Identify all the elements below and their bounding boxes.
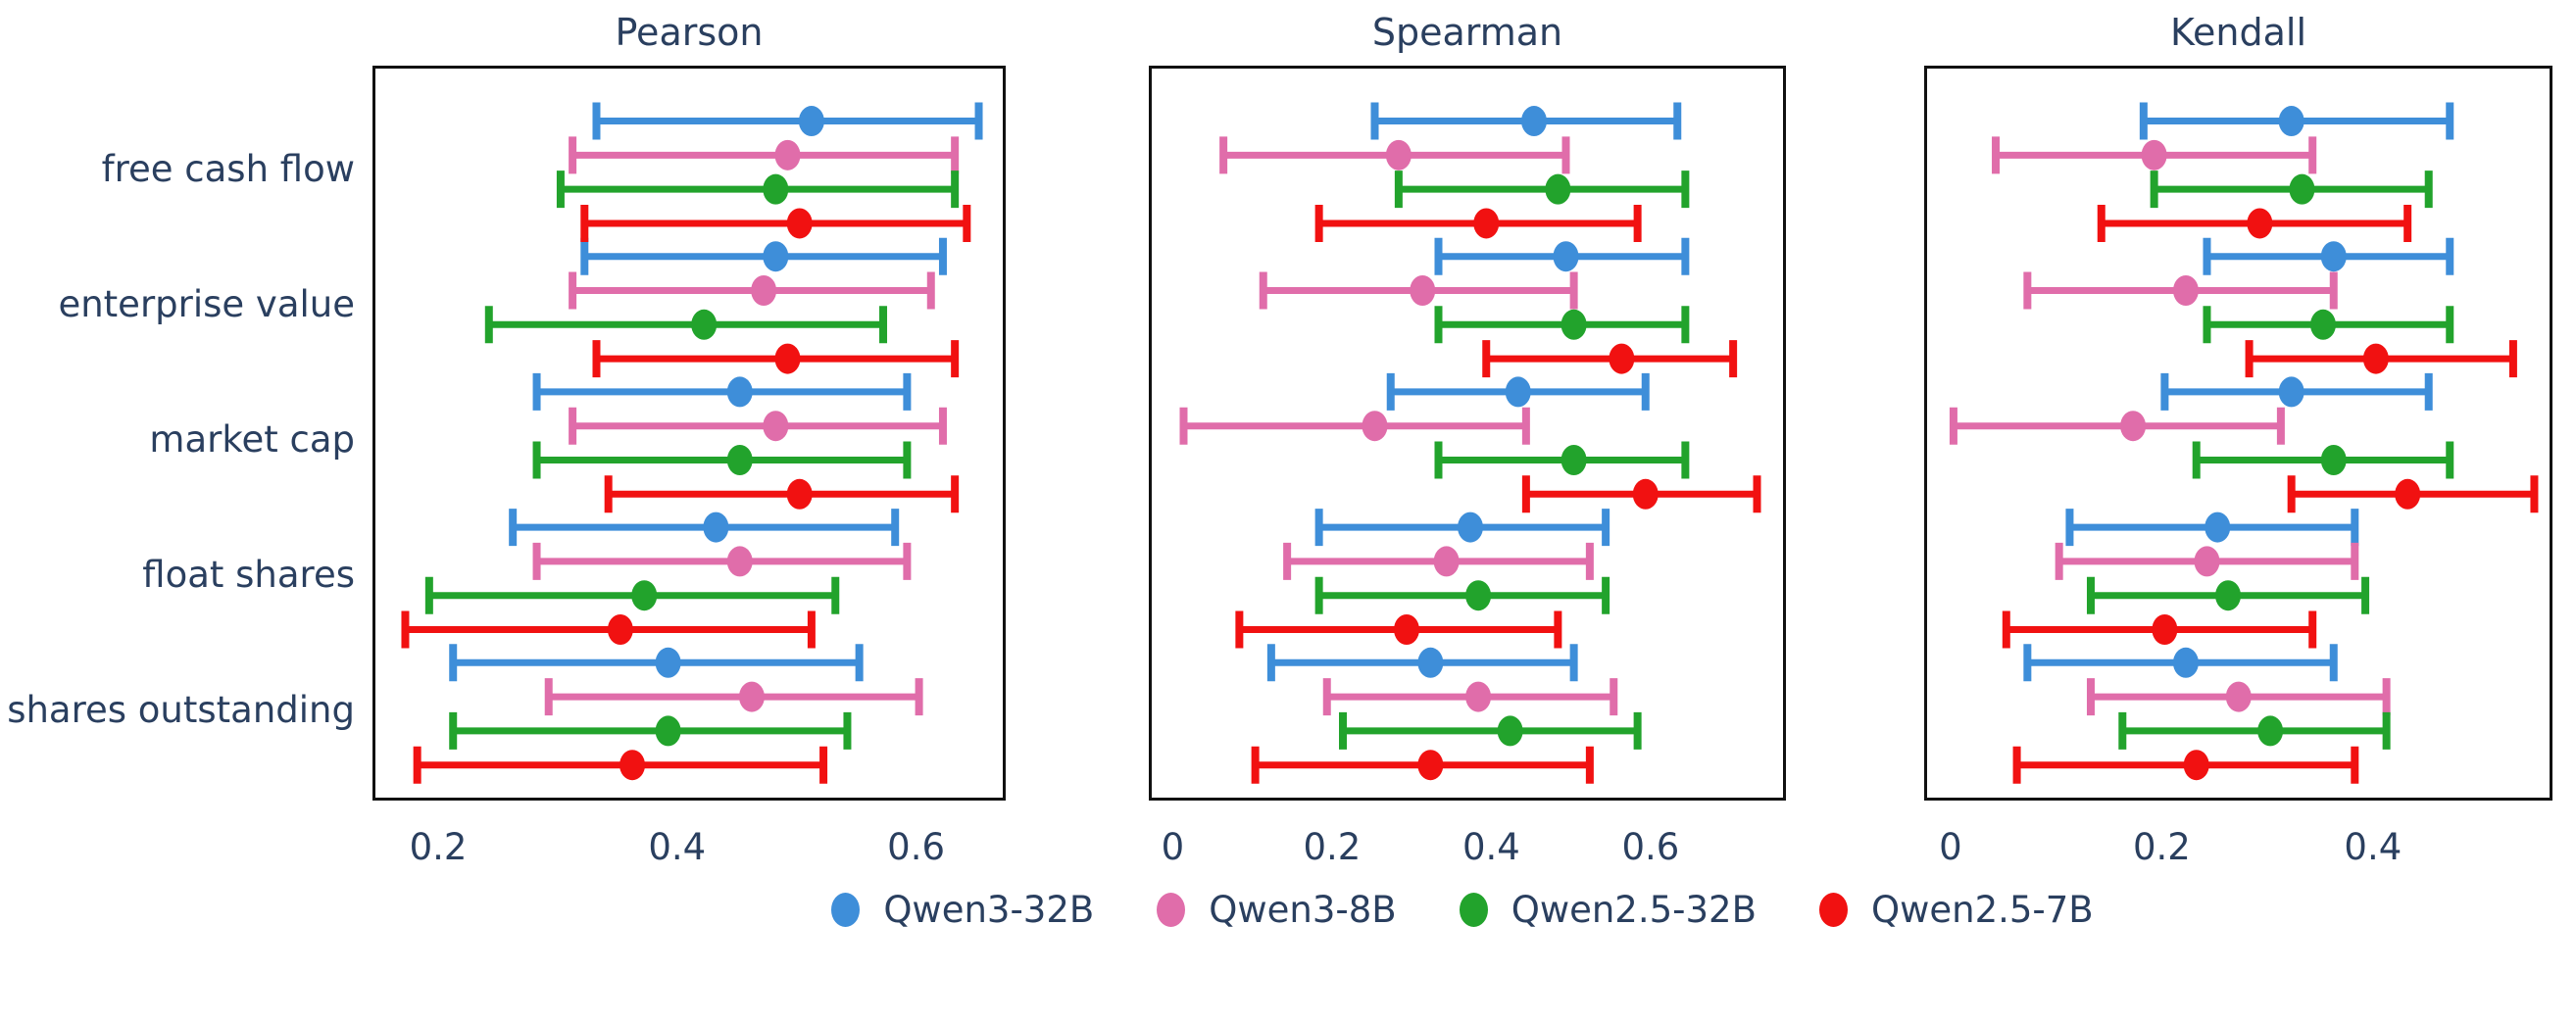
errorbar-kendall-qwen3-8b-enterprise-value <box>2023 271 2338 310</box>
errorbar-kendall-qwen3-8b-shares-outstanding <box>2086 678 2391 716</box>
errorbar-pearson-qwen3-32b-market-cap <box>532 372 912 411</box>
errorbar-kendall-qwen2-5-32b-market-cap <box>2192 441 2454 479</box>
errorbar-pearson-qwen2-5-32b-float-shares <box>424 576 840 614</box>
errorbar-kendall-qwen2-5-7b-free-cash-flow <box>2097 204 2412 242</box>
errorbar-pearson-qwen2-5-32b-enterprise-value <box>484 306 888 344</box>
category-label-float-shares: float shares <box>142 554 355 596</box>
errorbar-kendall-qwen3-8b-free-cash-flow <box>1992 136 2317 174</box>
errorbar-pearson-qwen3-8b-shares-outstanding <box>544 678 923 716</box>
errorbar-spearman-qwen2-5-32b-market-cap <box>1434 441 1690 479</box>
errorbar-spearman-qwen2-5-7b-enterprise-value <box>1482 340 1738 378</box>
errorbar-kendall-qwen2-5-7b-shares-outstanding <box>2012 746 2359 784</box>
errorbar-kendall-qwen2-5-32b-float-shares <box>2086 576 2370 614</box>
spearman-plot-area <box>1179 102 1761 784</box>
errorbar-pearson-qwen3-8b-market-cap <box>569 407 947 445</box>
errorbar-spearman-qwen2-5-32b-enterprise-value <box>1434 306 1690 344</box>
circle-icon <box>1818 892 1848 927</box>
errorbar-pearson-qwen2-5-7b-float-shares <box>401 610 816 649</box>
x-tick-label-kendall-0: 0 <box>1939 826 1962 868</box>
legend-label: Qwen2.5-32B <box>1511 888 1757 931</box>
x-tick-label-spearman-0-2: 0.2 <box>1303 826 1362 868</box>
panel-spearman <box>1149 66 1786 801</box>
errorbar-spearman-qwen3-32b-enterprise-value <box>1434 237 1690 275</box>
x-tick-label-spearman-0: 0 <box>1161 826 1185 868</box>
x-tick-label-kendall-0-4: 0.4 <box>2344 826 2403 868</box>
category-label-enterprise-value: enterprise value <box>58 283 355 325</box>
errorbar-spearman-qwen3-8b-shares-outstanding <box>1322 678 1618 716</box>
errorbar-kendall-qwen2-5-32b-shares-outstanding <box>2118 711 2391 750</box>
legend-label: Qwen3-8B <box>1209 888 1397 931</box>
errorbar-kendall-qwen3-8b-market-cap <box>1949 407 2285 445</box>
errorbar-kendall-qwen2-5-32b-enterprise-value <box>2203 306 2454 344</box>
kendall-plot-area <box>1949 102 2539 784</box>
errorbar-pearson-qwen3-32b-float-shares <box>509 509 900 547</box>
errorbar-spearman-qwen2-5-7b-market-cap <box>1521 475 1761 513</box>
legend-item-qwen2-5-7b[interactable]: Qwen2.5-7B <box>1818 888 2094 931</box>
errorbar-spearman-qwen3-32b-float-shares <box>1314 509 1610 547</box>
legend-item-qwen3-8b[interactable]: Qwen3-8B <box>1157 888 1397 931</box>
errorbar-pearson-qwen2-5-7b-enterprise-value <box>592 340 960 378</box>
legend: Qwen3-32B Qwen3-8B Qwen2.5-32B Qwen2.5-7… <box>372 880 2552 939</box>
errorbar-kendall-qwen3-32b-shares-outstanding <box>2023 644 2338 682</box>
errorbar-pearson-qwen2-5-7b-shares-outstanding <box>413 746 828 784</box>
circle-icon <box>1157 892 1186 927</box>
pearson-plot-area <box>401 102 983 784</box>
errorbar-pearson-qwen3-32b-enterprise-value <box>580 237 947 275</box>
errorbar-kendall-qwen2-5-7b-enterprise-value <box>2245 340 2517 378</box>
errorbar-pearson-qwen2-5-32b-market-cap <box>532 441 912 479</box>
panel-kendall <box>1924 66 2552 801</box>
errorbar-kendall-qwen3-32b-float-shares <box>2065 509 2359 547</box>
legend-label: Qwen3-32B <box>883 888 1095 931</box>
circle-icon <box>831 892 861 927</box>
errorbar-kendall-qwen3-32b-market-cap <box>2160 372 2433 411</box>
errorbar-pearson-qwen3-32b-shares-outstanding <box>449 644 864 682</box>
errorbar-pearson-qwen3-8b-float-shares <box>532 542 912 580</box>
errorbar-spearman-qwen3-8b-market-cap <box>1179 407 1530 445</box>
x-tick-label-spearman-0-6: 0.6 <box>1621 826 1680 868</box>
errorbar-spearman-qwen2-5-32b-shares-outstanding <box>1339 711 1642 750</box>
panel-title-spearman: Spearman <box>1371 11 1563 54</box>
category-label-market-cap: market cap <box>149 418 355 461</box>
errorbar-pearson-qwen2-5-32b-free-cash-flow <box>556 170 960 209</box>
errorbar-kendall-qwen3-32b-free-cash-flow <box>2139 102 2454 140</box>
errorbar-spearman-qwen2-5-7b-float-shares <box>1235 610 1562 649</box>
circle-icon <box>1459 892 1488 927</box>
errorbar-spearman-qwen3-32b-free-cash-flow <box>1370 102 1682 140</box>
errorbar-spearman-qwen2-5-7b-shares-outstanding <box>1251 746 1594 784</box>
errorbar-spearman-qwen2-5-7b-free-cash-flow <box>1314 204 1642 242</box>
errorbar-spearman-qwen3-32b-shares-outstanding <box>1266 644 1578 682</box>
errorbar-kendall-qwen2-5-7b-float-shares <box>2002 610 2317 649</box>
errorbar-spearman-qwen3-8b-enterprise-value <box>1259 271 1578 310</box>
errorbar-spearman-qwen2-5-32b-free-cash-flow <box>1394 170 1690 209</box>
errorbar-spearman-qwen3-8b-float-shares <box>1283 542 1594 580</box>
errorbar-pearson-qwen2-5-7b-market-cap <box>604 475 960 513</box>
errorbar-kendall-qwen2-5-7b-market-cap <box>2287 475 2539 513</box>
errorbar-kendall-qwen3-8b-float-shares <box>2055 542 2359 580</box>
x-tick-label-pearson-0-6: 0.6 <box>887 826 945 868</box>
category-label-shares-outstanding: shares outstanding <box>7 689 355 731</box>
errorbar-pearson-qwen3-32b-free-cash-flow <box>592 102 983 140</box>
errorbar-spearman-qwen3-32b-market-cap <box>1386 372 1650 411</box>
errorbar-pearson-qwen2-5-32b-shares-outstanding <box>449 711 852 750</box>
panel-title-kendall: Kendall <box>2169 11 2306 54</box>
errorbar-pearson-qwen3-8b-free-cash-flow <box>569 136 960 174</box>
legend-item-qwen2-5-32b[interactable]: Qwen2.5-32B <box>1459 888 1757 931</box>
errorbar-pearson-qwen2-5-7b-free-cash-flow <box>580 204 971 242</box>
errorbar-pearson-qwen3-8b-enterprise-value <box>569 271 935 310</box>
errorbar-kendall-qwen2-5-32b-free-cash-flow <box>2150 170 2433 209</box>
errorbar-spearman-qwen3-8b-free-cash-flow <box>1219 136 1570 174</box>
panel-title-pearson: Pearson <box>615 11 764 54</box>
x-tick-label-spearman-0-4: 0.4 <box>1461 826 1520 868</box>
x-tick-label-kendall-0-2: 0.2 <box>2132 826 2191 868</box>
legend-label: Qwen2.5-7B <box>1870 888 2094 931</box>
category-label-free-cash-flow: free cash flow <box>101 148 355 190</box>
x-tick-label-pearson-0-2: 0.2 <box>409 826 468 868</box>
x-tick-label-pearson-0-4: 0.4 <box>648 826 707 868</box>
errorbar-spearman-qwen2-5-32b-float-shares <box>1314 576 1610 614</box>
errorbar-kendall-qwen3-32b-enterprise-value <box>2203 237 2454 275</box>
legend-item-qwen3-32b[interactable]: Qwen3-32B <box>831 889 1094 931</box>
panel-pearson <box>372 66 1006 801</box>
